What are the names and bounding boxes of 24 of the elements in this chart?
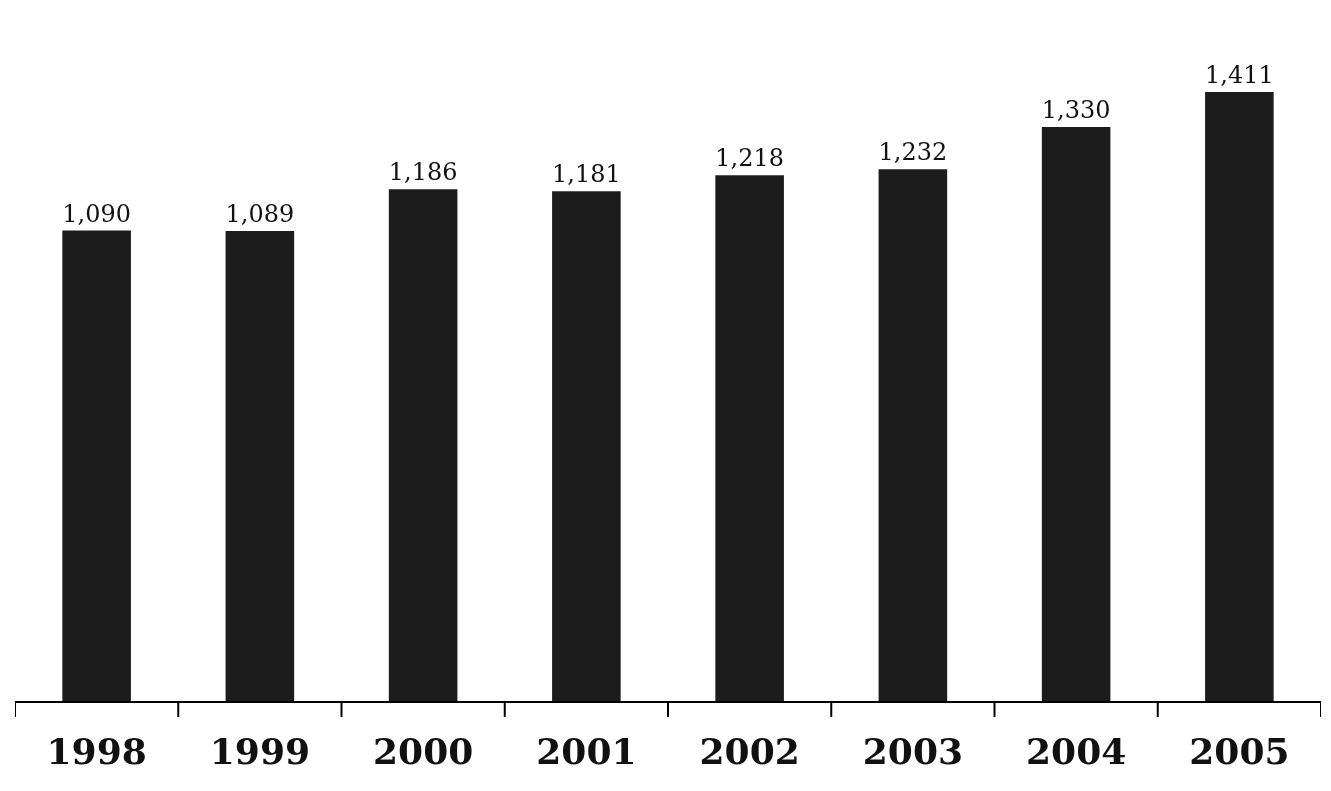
data-label: 1,186 [388, 158, 458, 187]
x-tick-label: 2005 [1189, 730, 1290, 773]
data-label: 1,232 [878, 138, 948, 167]
x-tick-label: 2003 [862, 730, 963, 773]
bar [388, 189, 458, 701]
bar [715, 175, 784, 701]
bar [878, 169, 948, 701]
bar [62, 230, 131, 701]
data-label: 1,181 [552, 160, 621, 189]
x-tick-label: 1998 [46, 730, 147, 773]
bar [1205, 92, 1274, 701]
x-tick-label: 2001 [536, 730, 637, 773]
bar [1041, 127, 1111, 701]
x-tick-label: 2002 [699, 730, 800, 773]
data-label: 1,218 [715, 144, 784, 173]
bar [552, 191, 621, 701]
data-label: 1,330 [1041, 96, 1111, 125]
data-label: 1,090 [62, 199, 131, 228]
x-tick-label: 2000 [373, 730, 474, 773]
bar [225, 231, 295, 701]
x-tick-label: 1999 [209, 730, 310, 773]
data-label: 1,089 [225, 200, 295, 229]
x-tick-label: 2004 [1026, 730, 1127, 773]
data-label: 1,411 [1205, 61, 1274, 90]
